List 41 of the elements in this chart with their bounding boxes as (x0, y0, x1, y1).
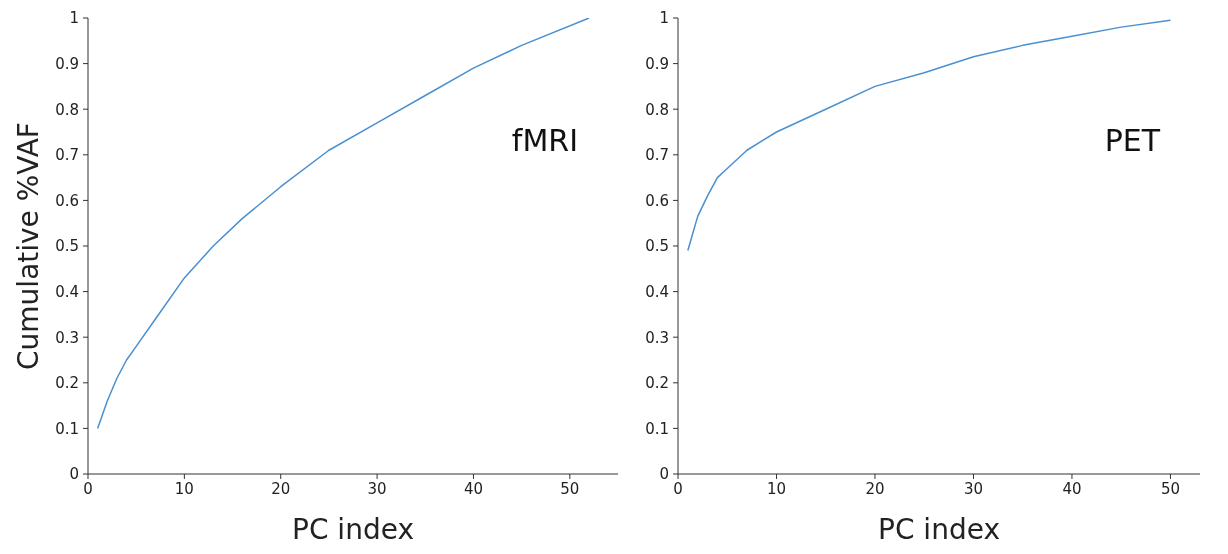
line-series (96, 18, 590, 430)
y-tick-label: 0.3 (645, 328, 669, 347)
y-tick-label: 0.5 (645, 237, 669, 256)
y-tick-label: 1 (69, 9, 79, 28)
x-axis-title: PC index (292, 513, 414, 546)
y-tick-label: 0.7 (645, 146, 669, 165)
annotation: PET (1104, 123, 1160, 158)
x-tick-label: 30 (367, 479, 387, 498)
y-tick-label: 0.2 (645, 374, 669, 393)
y-tick-label: 0.1 (55, 419, 79, 438)
y-tick-label: 0.8 (55, 100, 79, 119)
x-tick-label: 10 (174, 479, 194, 498)
y-tick-label: 1 (659, 9, 669, 28)
y-tick-label: 0 (69, 465, 79, 484)
x-tick-label: 20 (271, 479, 291, 498)
y-tick-label: 0.3 (55, 328, 79, 347)
x-tick-label: 10 (766, 479, 787, 498)
y-tick-label: 0.7 (55, 146, 79, 165)
x-tick-label: 40 (1062, 479, 1082, 498)
x-axis-title: PC index (878, 513, 1000, 546)
y-tick-label: 0.4 (55, 282, 79, 301)
x-tick-label: 20 (865, 479, 885, 498)
y-tick-label: 0.9 (645, 54, 669, 73)
y-tick-label: 0.5 (55, 237, 79, 256)
y-tick-label: 0.6 (55, 191, 79, 210)
x-tick-label: 0 (673, 479, 683, 498)
y-tick-label: 0.1 (645, 419, 669, 438)
x-tick-label: 40 (463, 479, 483, 498)
y-tick-label: 0 (659, 465, 669, 484)
annotation: fMRI (511, 123, 578, 158)
y-tick-label: 0.9 (55, 54, 79, 73)
y-tick-label: 0.2 (55, 374, 79, 393)
y-tick-label: 0.8 (645, 100, 669, 119)
x-tick-label: 0 (83, 479, 93, 498)
x-tick-label: 50 (1160, 479, 1180, 498)
y-axis-title: Cumulative %VAF (11, 122, 45, 370)
x-tick-label: 50 (560, 479, 580, 498)
y-tick-label: 0.4 (645, 282, 669, 301)
y-tick-label: 0.6 (645, 191, 669, 210)
line-series (687, 19, 1172, 252)
x-tick-label: 30 (963, 479, 984, 498)
